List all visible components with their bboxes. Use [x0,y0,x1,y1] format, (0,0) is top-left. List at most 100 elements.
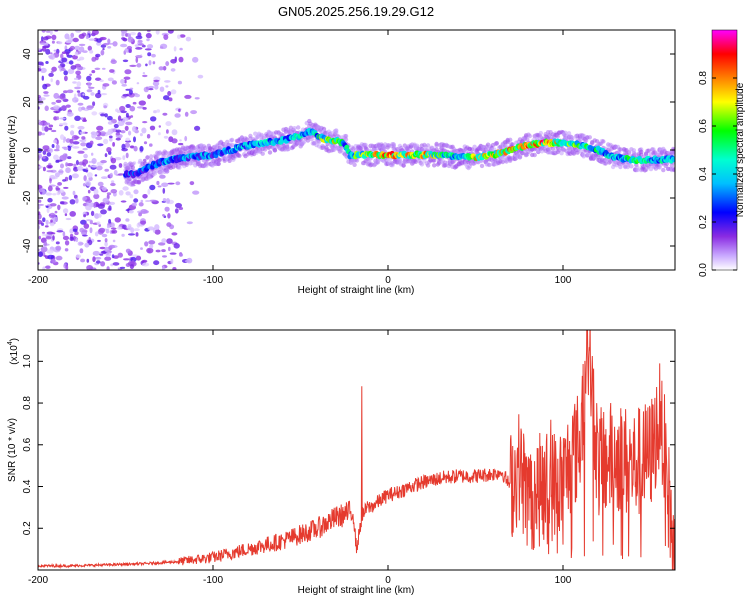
heatmap-cell [72,228,78,233]
heatmap-cell [69,228,74,234]
heatmap-cell [51,129,57,133]
heatmap-cell [155,249,161,253]
heatmap-cell [87,189,91,194]
heatmap-cell [51,40,55,44]
y-tick-label: -40 [22,238,33,253]
heatmap-cell [47,254,55,260]
heatmap-cell [81,106,85,111]
heatmap-cell [119,105,126,112]
heatmap-cell [74,51,79,57]
heatmap-cell [472,144,477,149]
heatmap-cell [38,188,46,193]
heatmap-cell [129,194,134,199]
heatmap-cell [618,147,623,152]
snr-ylabel: SNR (10 * v/v) [7,418,18,482]
heatmap-cell [672,167,675,173]
colorbar-tick-label: 0.0 [698,263,709,277]
heatmap-cell [148,85,155,89]
heatmap-cell [38,199,42,203]
snr-xlabel: Height of straight line (km) [298,585,415,596]
heatmap-cell [128,130,132,136]
heatmap-cell [110,157,117,164]
heatmap-cell [174,56,177,62]
heatmap-cell [178,207,184,210]
heatmap-cell [72,97,79,103]
heatmap-cell [259,132,264,138]
heatmap-cell [78,106,83,112]
heatmap-cell [50,258,56,264]
heatmap-cell [140,220,147,225]
heatmap-cell [67,156,72,160]
heatmap-cell [131,254,138,257]
heatmap-cell [343,137,349,142]
heatmap-cell [391,142,396,147]
heatmap-cell [93,193,100,200]
heatmap-cell [142,194,148,199]
heatmap-cell [45,192,52,196]
heatmap-cell [79,248,84,254]
heatmap-cell [95,78,102,81]
heatmap-cell [38,121,44,126]
heatmap-cell [115,137,121,141]
heatmap-cell [123,161,128,167]
heatmap-cell [104,246,110,253]
heatmap-cell [123,258,130,261]
heatmap-cell [64,240,70,246]
heatmap-cell [137,32,142,38]
heatmap-cell [83,169,89,172]
heatmap-cell [121,31,125,37]
heatmap-cell [97,239,101,242]
heatmap-cell [65,104,71,108]
heatmap-cell [104,168,109,172]
heatmap-cell [170,68,176,72]
heatmap-cell [63,186,69,189]
heatmap-cell [46,249,54,254]
heatmap-cell [517,154,523,159]
heatmap-cell [53,216,58,222]
heatmap-cell [113,169,118,176]
heatmap-cell [110,189,118,194]
heatmap-cell [77,166,84,171]
heatmap-cell [91,152,94,156]
heatmap-cell [179,139,182,142]
heatmap-cell [62,231,66,238]
heatmap-cell [64,213,68,217]
heatmap-cell [86,105,94,111]
heatmap-cell [45,236,52,240]
heatmap-cell [122,59,129,63]
heatmap-cell [120,130,126,134]
heatmap-cell [272,148,278,153]
heatmap-cell [94,256,102,260]
heatmap-cell [152,81,160,87]
heatmap-cell [170,89,177,95]
heatmap-cell [129,264,134,270]
heatmap-cell [133,189,139,195]
heatmap-cell [432,163,437,168]
heatmap-cell [111,80,117,85]
heatmap-cell [82,159,89,165]
heatmap-cell [109,137,113,142]
heatmap-cell [170,258,174,265]
heatmap-cell [109,69,115,73]
heatmap-cell [83,117,86,122]
heatmap-cell [45,61,49,64]
heatmap-cell [53,154,59,161]
heatmap-cell [106,147,112,153]
heatmap-cell [137,106,144,109]
heatmap-cell [60,105,67,111]
heatmap-cell [89,227,93,234]
heatmap-cell [47,165,52,169]
heatmap-cell [103,105,107,109]
y-tick-label: 1.0 [22,354,33,368]
heatmap-cell [352,162,357,167]
heatmap-cell [120,43,128,48]
heatmap-cell [159,174,166,179]
heatmap-cell [110,263,114,267]
heatmap-cell [89,73,92,77]
heatmap-cell [55,160,60,163]
heatmap-cell [179,253,184,257]
heatmap-cell [70,124,75,129]
heatmap-cell [57,65,62,69]
heatmap-cell [77,241,84,246]
heatmap-cell [425,163,431,168]
